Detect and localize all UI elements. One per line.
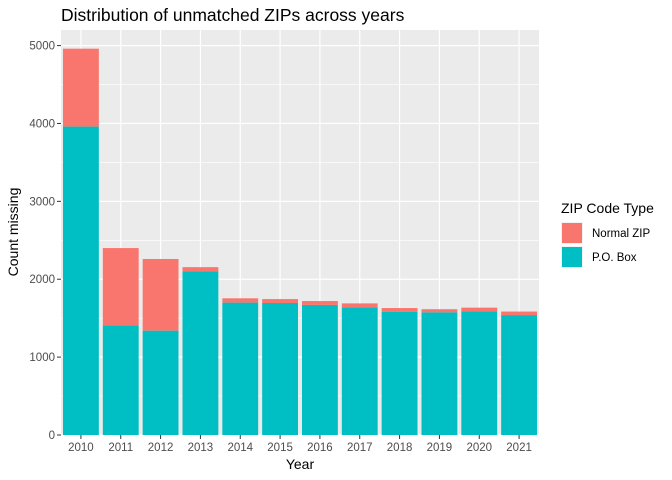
bar-normal-zip-2011: [102, 248, 139, 326]
x-tick-label: 2020: [466, 442, 492, 454]
bar-p-o-box-2017: [341, 307, 378, 435]
bar-normal-zip-2015: [262, 299, 299, 303]
legend-title: ZIP Code Type: [561, 200, 654, 216]
bar-normal-zip-2018: [381, 308, 418, 312]
x-tick-label: 2018: [387, 442, 413, 454]
legend-swatch: [562, 223, 582, 243]
bars: [62, 48, 538, 436]
bar-p-o-box-2019: [421, 312, 458, 435]
x-axis-title: Year: [286, 456, 315, 472]
x-tick-label: 2015: [267, 442, 293, 454]
bar-p-o-box-2014: [222, 302, 259, 435]
bar-normal-zip-2012: [142, 258, 179, 331]
legend-label: P.O. Box: [592, 252, 637, 264]
plot-panel: [61, 30, 539, 435]
x-tick-label: 2021: [506, 442, 532, 454]
y-tick-label: 3000: [29, 196, 55, 208]
x-tick-label: 2016: [307, 442, 333, 454]
legend: ZIP Code Type Normal ZIP P.O. Box: [561, 200, 654, 268]
bar-normal-zip-2016: [301, 301, 338, 305]
x-tick-label: 2011: [108, 442, 133, 454]
chart-title: Distribution of unmatched ZIPs across ye…: [61, 5, 405, 25]
y-axis: 0 1000 2000 3000 4000 5000: [29, 41, 61, 442]
x-tick-label: 2014: [227, 442, 253, 454]
bar-normal-zip-2021: [501, 311, 538, 316]
y-tick-label: 5000: [29, 41, 55, 53]
bar-p-o-box-2010: [62, 126, 99, 436]
legend-label: Normal ZIP: [592, 228, 650, 240]
bar-p-o-box-2012: [142, 330, 179, 435]
bar-normal-zip-2020: [461, 307, 498, 312]
y-tick-label: 0: [49, 430, 55, 442]
y-tick-label: 1000: [29, 352, 55, 364]
bar-p-o-box-2013: [182, 271, 219, 435]
bar-normal-zip-2013: [182, 267, 219, 272]
bar-p-o-box-2016: [301, 304, 338, 435]
bar-p-o-box-2015: [262, 302, 299, 435]
bar-p-o-box-2021: [501, 315, 538, 435]
x-tick-label: 2010: [68, 442, 94, 454]
minor-gridlines: [61, 84, 539, 397]
bar-normal-zip-2010: [62, 48, 99, 127]
bar-p-o-box-2011: [102, 325, 139, 435]
bar-normal-zip-2019: [421, 309, 458, 313]
x-tick-label: 2019: [427, 442, 453, 454]
bar-p-o-box-2020: [461, 311, 498, 435]
legend-swatch: [562, 247, 582, 267]
x-axis: 2010 2011 2012 2013 2014 2015 2016 2017 2018 2019…: [68, 435, 532, 454]
bar-normal-zip-2017: [341, 303, 378, 308]
y-tick-label: 4000: [29, 118, 55, 130]
y-axis-title: Count missing: [5, 188, 21, 277]
y-tick-label: 2000: [29, 274, 55, 286]
bar-p-o-box-2018: [381, 311, 418, 435]
x-tick-label: 2013: [188, 442, 214, 454]
bar-normal-zip-2014: [222, 298, 259, 303]
x-tick-label: 2012: [148, 442, 174, 454]
x-tick-label: 2017: [347, 442, 373, 454]
